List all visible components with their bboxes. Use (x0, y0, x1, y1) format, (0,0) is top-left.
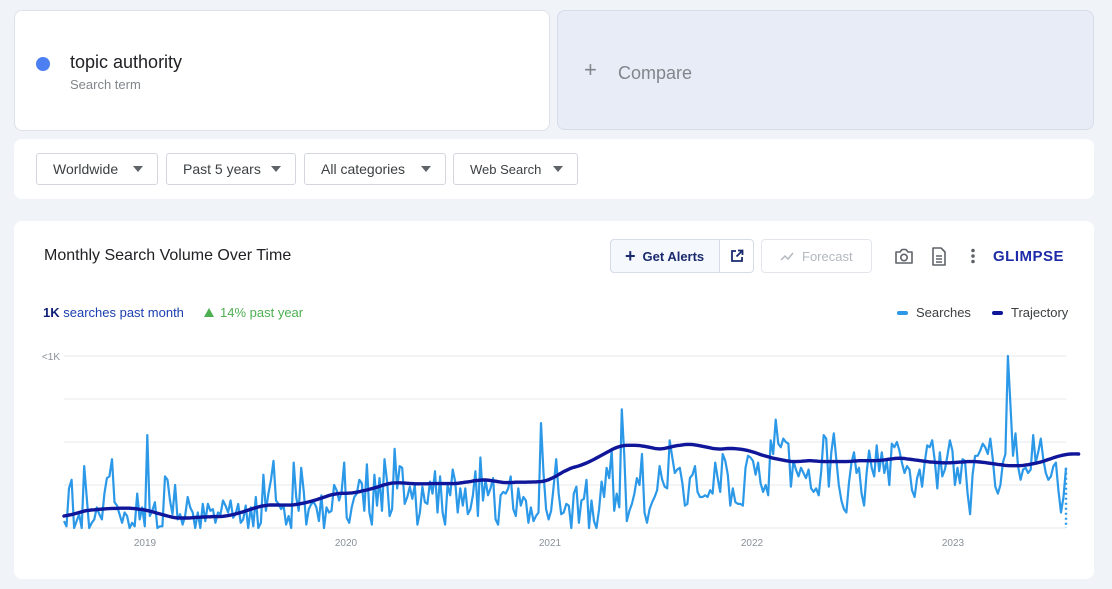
category-dropdown[interactable]: All categories (304, 153, 446, 185)
chevron-down-icon (271, 166, 281, 172)
legend-label: Searches (916, 305, 971, 320)
series-line-searches (63, 354, 1068, 530)
x-tick-label: 2022 (741, 538, 764, 549)
chart-card: Monthly Search Volume Over Time + Get Al… (14, 221, 1094, 579)
growth-stat: 14% past year (204, 305, 303, 320)
search-volume-stat: 1K searches past month (43, 305, 184, 320)
x-tick-label: 2023 (942, 538, 965, 549)
legend-swatch (992, 310, 1003, 315)
region-dropdown[interactable]: Worldwide (36, 153, 158, 185)
legend-swatch (897, 310, 908, 315)
series-line-trajectory (62, 442, 1081, 520)
x-tick-label: 2021 (539, 538, 562, 549)
chevron-down-icon (421, 166, 431, 172)
camera-icon (895, 248, 913, 264)
search-term-card[interactable]: topic authority Search term (14, 10, 550, 131)
chevron-down-icon (553, 166, 563, 172)
volume-value: 1K (43, 305, 60, 320)
more-vertical-icon (971, 248, 975, 264)
legend-searches: Searches (897, 305, 971, 320)
arrow-up-icon (204, 308, 214, 317)
x-tick-label: 2019 (134, 538, 157, 549)
filter-bar: Worldwide Past 5 years All categories We… (14, 139, 1094, 199)
plus-icon: + (625, 246, 636, 266)
region-dropdown-label: Worldwide (53, 161, 119, 177)
compare-button[interactable]: + Compare (557, 10, 1094, 130)
camera-button[interactable] (893, 245, 915, 267)
growth-label: 14% past year (220, 305, 304, 320)
chevron-down-icon (133, 166, 143, 172)
y-tick-label: <1K (42, 352, 60, 363)
period-dropdown-label: Past 5 years (183, 161, 261, 177)
source-dropdown-label: Web Search (470, 161, 542, 177)
document-icon (932, 246, 946, 266)
category-dropdown-label: All categories (321, 161, 406, 177)
source-dropdown[interactable]: Web Search (453, 153, 578, 185)
export-button[interactable] (928, 245, 950, 267)
compare-label: Compare (618, 63, 693, 83)
legend-label: Trajectory (1011, 305, 1069, 320)
glimpse-logo: GLIMPSE (993, 248, 1064, 265)
open-external-button[interactable] (719, 239, 754, 273)
legend-trajectory: Trajectory (992, 305, 1068, 320)
period-dropdown[interactable]: Past 5 years (166, 153, 296, 185)
trend-up-icon (780, 252, 794, 261)
external-link-icon (730, 249, 743, 262)
search-term-subtitle: Search term (70, 77, 141, 92)
logo-text: GLIMPSE (993, 248, 1065, 265)
get-alerts-label: Get Alerts (642, 248, 705, 264)
search-term-name: topic authority (70, 52, 183, 72)
chart-title: Monthly Search Volume Over Time (44, 247, 292, 264)
more-options-button[interactable] (962, 245, 984, 267)
x-tick-label: 2020 (335, 538, 358, 549)
term-color-dot (36, 57, 50, 71)
forecast-label: Forecast (802, 248, 853, 264)
forecast-button[interactable]: Forecast (761, 239, 872, 273)
plus-icon: + (584, 57, 597, 82)
volume-label: searches past month (59, 305, 184, 320)
trend-chart: <1K 2019 2020 2021 2022 2023 (42, 352, 1081, 549)
